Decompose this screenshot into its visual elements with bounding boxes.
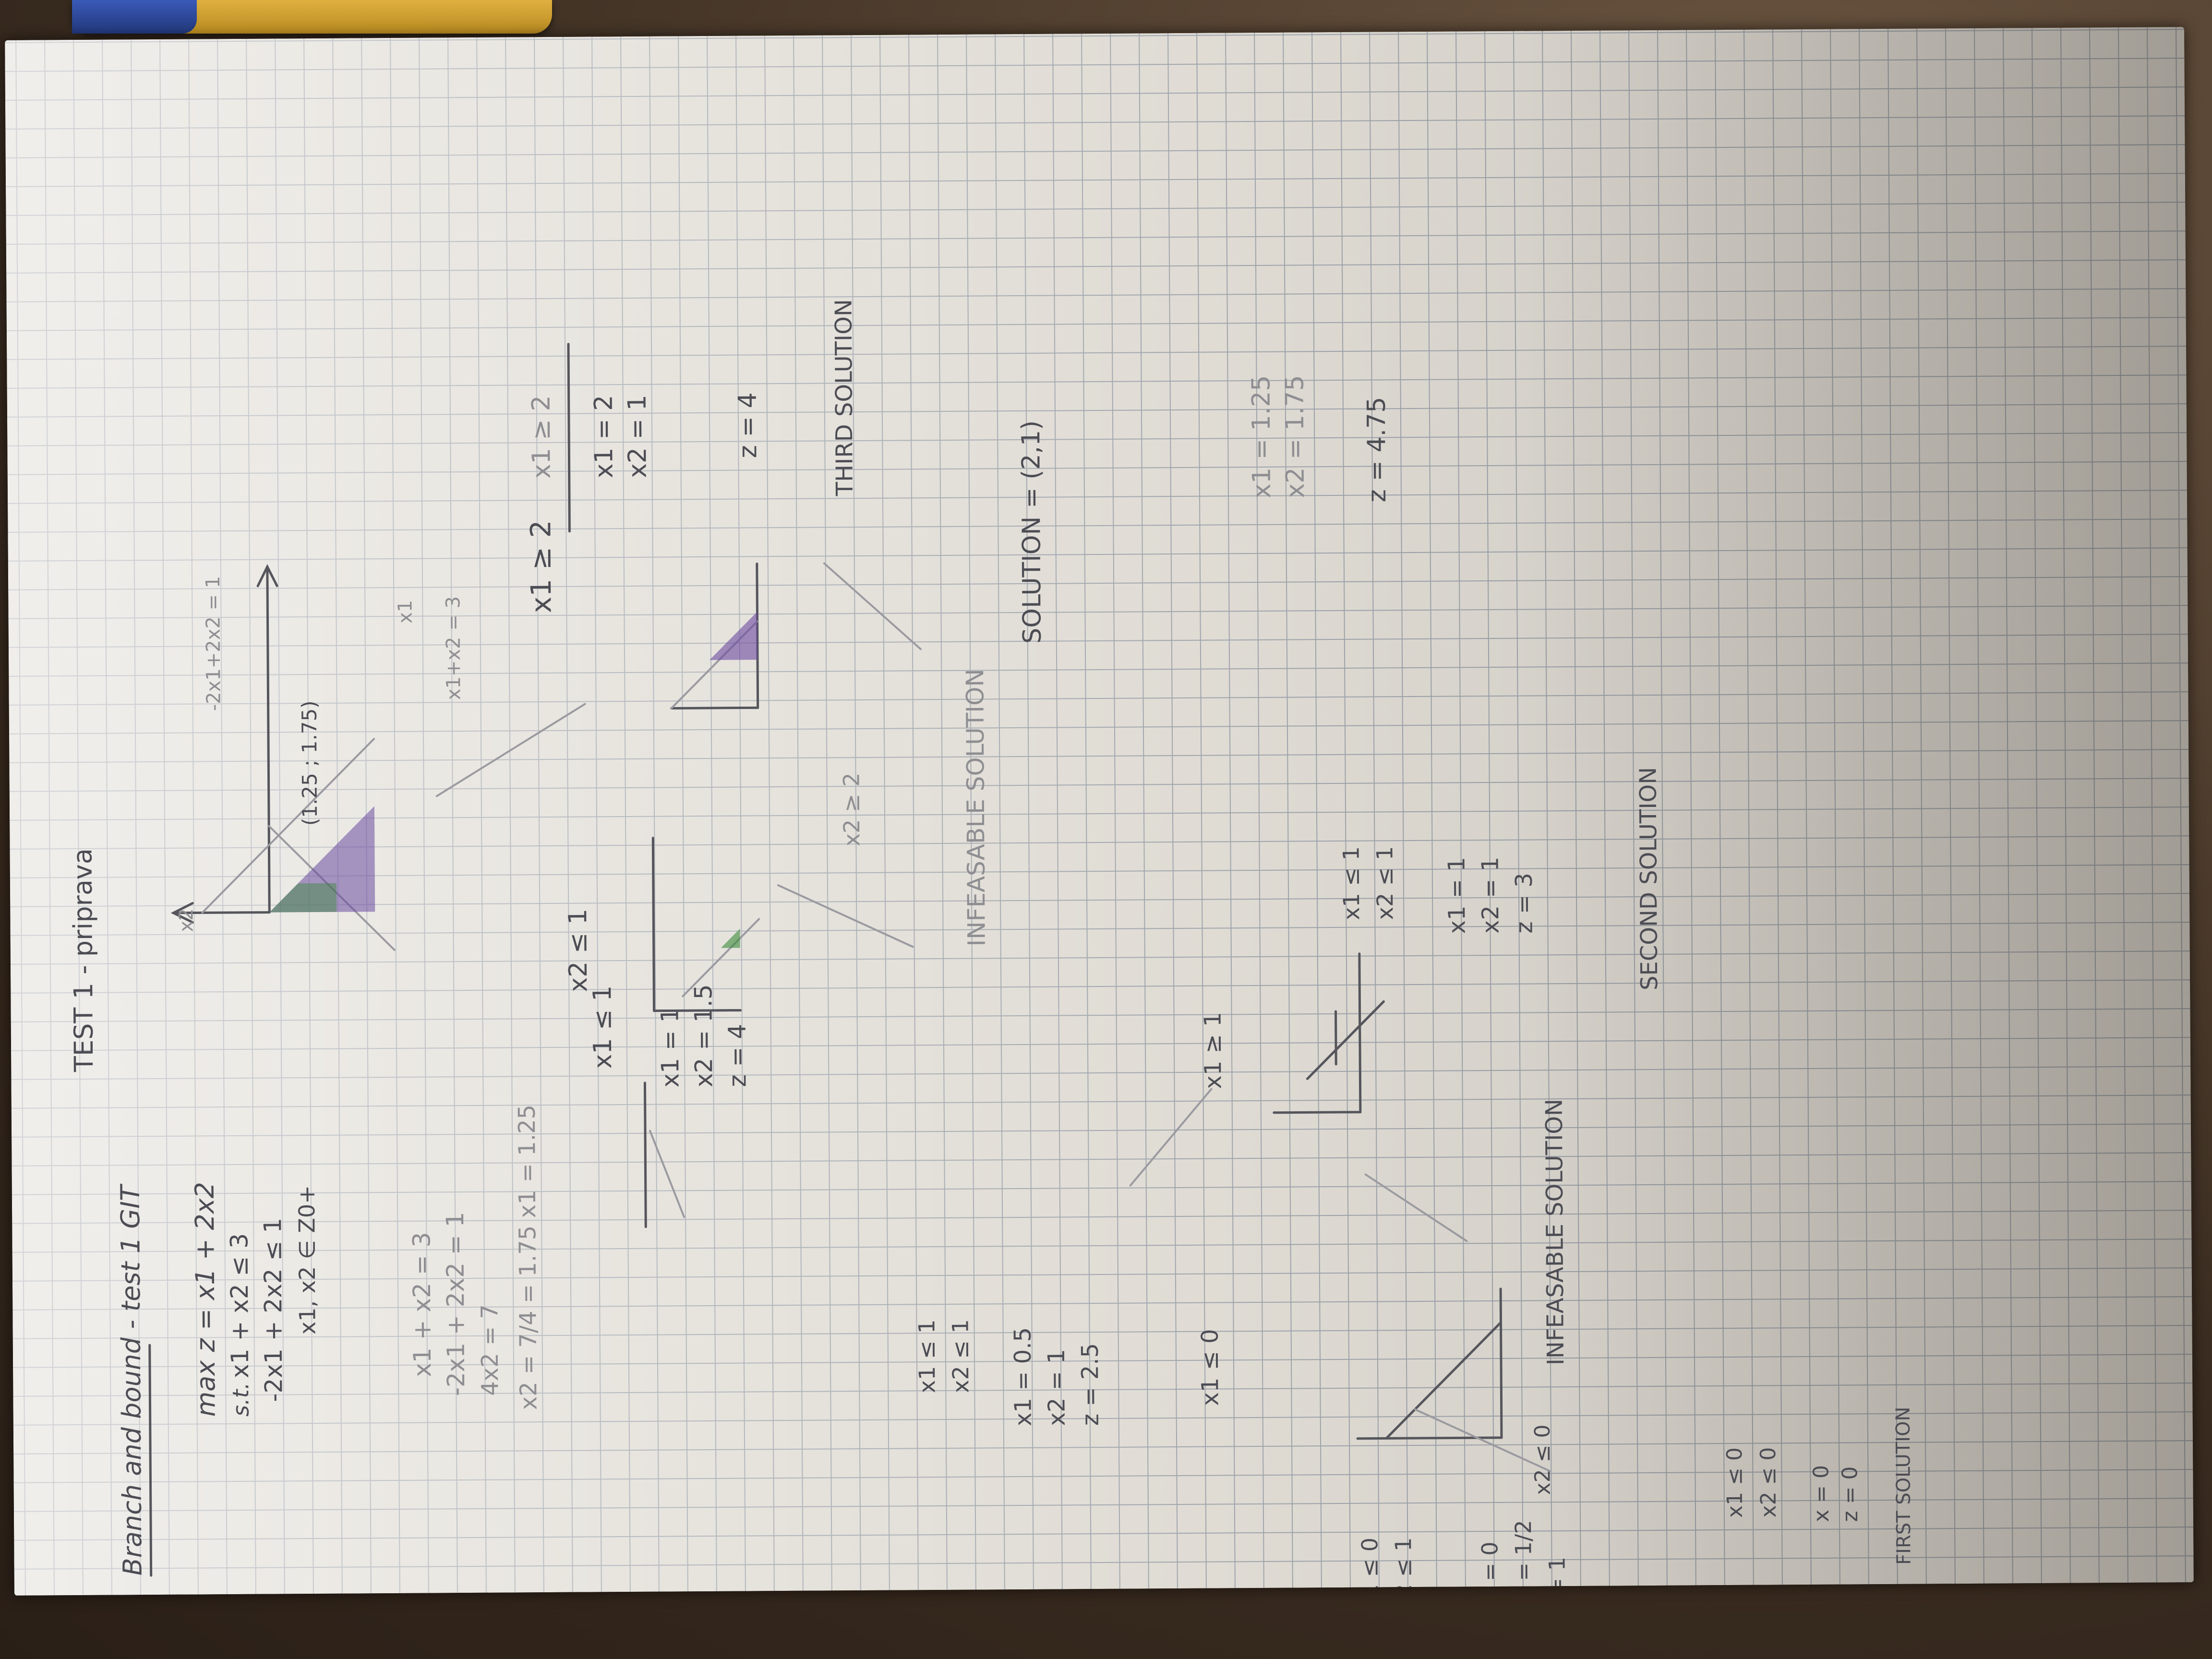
problem-st: s.t.	[228, 1382, 253, 1417]
arrow-3	[823, 562, 922, 650]
problem-constraint-3: x1, x2 ∈ Z0+	[294, 1185, 321, 1334]
graph-le1-region	[721, 928, 740, 948]
node-x1le0-x1: x1 = 0.5	[1010, 1327, 1037, 1426]
node-x2le1-cond2: x2 ≤ 1	[1371, 846, 1398, 920]
root-sol-x1: x1 = 1.25	[1247, 375, 1276, 498]
root-x2-label: x2	[175, 908, 197, 932]
graph-ge2	[670, 562, 759, 709]
root-feasible-region-green	[269, 883, 337, 913]
node-ge2-z: z = 4	[733, 392, 763, 458]
node-ge2-x1: x1 = 2	[589, 395, 619, 479]
node-final-cond1: x1 ≤ 0	[1357, 1538, 1383, 1596]
node-first-cond2: x2 ≤ 0	[1756, 1447, 1781, 1517]
node-final-cond2: x2 ≤ 1	[1390, 1537, 1417, 1595]
node-ge2-x2: x2 = 1	[623, 395, 652, 478]
infeasible-1: INFEASABLE SOLUTION	[961, 669, 991, 947]
node-ge2-label: THIRD SOLUTION	[830, 299, 858, 496]
node-first-cond1: x1 ≤ 0	[1722, 1447, 1747, 1518]
node-ge2-divider	[567, 343, 571, 533]
arrow-6	[1414, 1408, 1551, 1472]
graph-x2le1-line	[1306, 1000, 1385, 1080]
pen	[72, 0, 552, 34]
node-le1-x2: x2 = 1.5	[689, 984, 718, 1087]
root-line2-label: x1+x2 = 3	[442, 596, 465, 700]
page-title: TEST 1 - priprava	[67, 848, 99, 1072]
root-sol-x2: x2 = 1.75	[1280, 375, 1310, 498]
node-x1le0-cond1: x1 ≤ 1	[914, 1320, 940, 1394]
root-x2-arrow	[170, 902, 194, 924]
calc-eq2: -2x1 + 2x2 = 1	[441, 1212, 470, 1396]
branch-x1-le1: x1 ≤ 1	[588, 986, 617, 1069]
handwriting-layer: TEST 1 - priprava Branch and bound - tes…	[67, 299, 1915, 1596]
root-feasible-region	[269, 806, 375, 913]
arrow-5	[1364, 1173, 1468, 1242]
root-line1-label: -2x1+2x2 = 1	[202, 576, 225, 711]
pen-cap	[72, 0, 197, 34]
infeasible-2: INFEASABLE SOLUTION	[1541, 1099, 1569, 1366]
root-graph: (1.25 ; 1.75) -2x1+2x2 = 1 x1+x2 = 3 x1 …	[170, 564, 586, 951]
graph-x2le1-x1-axis	[1358, 952, 1362, 1114]
branch-x2-le0: x2 ≤ 0	[1530, 1424, 1555, 1495]
problem-objective: max z = x1 + 2x2	[190, 1182, 221, 1417]
branch-x2-le1: x2 ≤ 1	[564, 909, 593, 992]
node-x2le1-cond1: x1 ≤ 1	[1338, 846, 1364, 920]
node-le1-z: z = 4	[723, 1024, 752, 1087]
root-x1-label: x1	[394, 600, 416, 624]
node-first-label: FIRST SOLUTION	[1892, 1407, 1915, 1564]
root-point-label: (1.25 ; 1.75)	[298, 700, 322, 826]
graph-x2le1-x2-axis	[1273, 1111, 1362, 1114]
node-first-z: z = 0	[1838, 1466, 1863, 1522]
node-x1le0-x2: x2 = 1	[1043, 1349, 1070, 1426]
graph-ge2-region	[709, 612, 758, 660]
branch-x2-ge2: x2 ≥ 2	[838, 772, 865, 846]
graph-final-line	[1385, 1321, 1503, 1440]
arrow-2	[777, 884, 914, 948]
root-constraint-line-1	[201, 738, 375, 914]
root-x1-axis	[266, 565, 271, 914]
node-ge2-cond: x1 ≥ 2	[527, 395, 556, 479]
subtitle-underline	[148, 1344, 153, 1577]
calc-eq1: x1 + x2 = 3	[408, 1232, 436, 1377]
node-x1le0-cond2: x2 ≤ 1	[947, 1319, 974, 1393]
node-x2le1-label: SECOND SOLUTION	[1635, 767, 1663, 990]
root-x1-arrow	[256, 564, 278, 588]
graph-le1	[651, 837, 760, 1012]
branch-x1-le0: x1 ≤ 0	[1197, 1329, 1224, 1406]
graph-le1-x1-axis	[651, 837, 656, 1012]
page-subtitle: Branch and bound - test 1 GIT	[115, 1183, 148, 1576]
arrow-1	[649, 1130, 685, 1218]
graph-x2le1	[1273, 952, 1385, 1114]
node-ge2-solution: SOLUTION = (2,1)	[1017, 420, 1047, 644]
root-sol-z: z = 4.75	[1362, 397, 1392, 503]
calc-vals: x2 = 7/4 = 1.75 x1 = 1.25	[514, 1105, 542, 1410]
node-le1-divider	[643, 1082, 647, 1228]
branch-x1-ge1: x1 ≥ 1	[1200, 1012, 1227, 1089]
node-le1-x1: x1 = 1	[656, 1007, 684, 1087]
node-x2le1-x1: x1 = 1	[1443, 857, 1471, 934]
node-final-x2: x2 = 1/2	[1510, 1520, 1537, 1596]
node-x2le1-z: z = 3	[1511, 873, 1538, 934]
node-x1le0-z: z = 2.5	[1077, 1343, 1104, 1426]
calc-eq3: 4x2 = 7	[476, 1304, 504, 1396]
graph-paper-sheet: TEST 1 - priprava Branch and bound - tes…	[5, 27, 2194, 1596]
problem-constraint-1: x1 + x2 ≤ 3	[225, 1233, 254, 1378]
problem-constraint-2: -2x1 + 2x2 ≤ 1	[259, 1218, 288, 1402]
node-first-x: x = 0	[1809, 1465, 1834, 1522]
graph-le1-line	[682, 918, 760, 998]
root-objective-arrow	[435, 703, 586, 797]
graph-le1-x2-axis	[653, 1009, 742, 1012]
branch-x1-ge2: x1 ≥ 2	[524, 520, 557, 613]
node-x2le1-x2: x2 = 1	[1477, 857, 1504, 934]
arrow-4	[1129, 1088, 1213, 1187]
graph-final-x1-axis	[1499, 1287, 1503, 1439]
